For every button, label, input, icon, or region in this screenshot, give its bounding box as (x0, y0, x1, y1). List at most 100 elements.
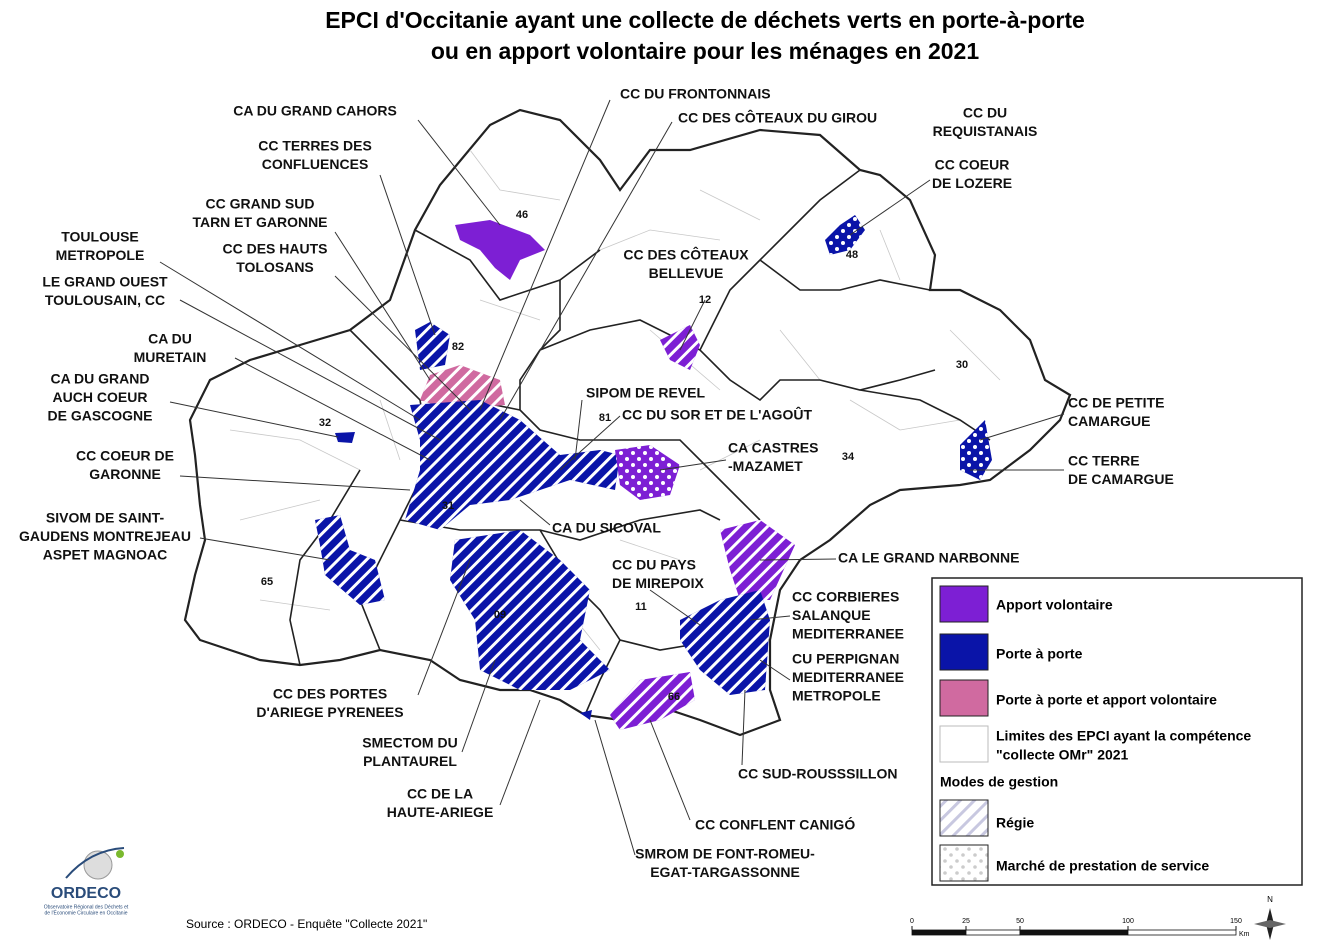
legend-label: Limites des EPCI ayant la compétence (996, 728, 1251, 744)
epci-label: CA DU (148, 331, 192, 347)
epci-label: CC TERRE (1068, 453, 1140, 469)
area-apport (455, 220, 545, 280)
leader-line (159, 261, 421, 421)
epci-label: BELLEVUE (649, 265, 724, 281)
epci-label: CC CORBIERES (792, 589, 899, 605)
logo-swoosh (65, 847, 125, 879)
area-pattern (960, 420, 992, 480)
leader-line (649, 589, 701, 626)
epci-label: SMECTOM DU (362, 735, 457, 751)
leader-line (679, 299, 706, 351)
department-number: 46 (516, 209, 528, 221)
epci-label: DE CAMARGUE (1068, 471, 1174, 487)
scale-segment (965, 929, 1021, 936)
legend-swatch (939, 633, 989, 671)
epci-label: HAUTE-ARIEGE (387, 804, 494, 820)
department-number: 11 (635, 601, 647, 613)
legend-box (931, 577, 1303, 886)
legend-swatch (939, 799, 989, 837)
title-line: EPCI d'Occitanie ayant une collecte de d… (325, 7, 1085, 33)
department-number: 31 (442, 500, 454, 512)
epci-label: CA DU GRAND (50, 371, 149, 387)
leader-line (979, 413, 1065, 441)
leader-line (499, 121, 673, 421)
epci-label: SIPOM DE REVEL (586, 385, 705, 401)
epci-label: CC DES PORTES (273, 686, 387, 702)
legend-swatch (939, 844, 989, 882)
epci-label: MURETAIN (134, 349, 207, 365)
leader-line (334, 231, 431, 381)
department-number: 34 (842, 451, 855, 463)
area-pattern (615, 445, 680, 500)
epci-label: CC DU (963, 105, 1007, 121)
epci-label: CU PERPIGNAN (792, 651, 899, 667)
scale-segment (911, 929, 967, 936)
epci-label: CC SUD-ROUSSSILLON (738, 766, 897, 782)
epci-label: CC GRAND SUD (206, 196, 315, 212)
leader-line (179, 299, 441, 441)
logo-mark (83, 850, 113, 880)
area-pattern (680, 590, 770, 695)
area-pattern (660, 325, 700, 370)
leader-line (649, 719, 691, 821)
epci-label: REQUISTANAIS (933, 123, 1038, 139)
department-number: 48 (846, 249, 858, 261)
epci-label: SIVOM DE SAINT- (46, 510, 165, 526)
source: Source : ORDECO - Enquête "Collecte 2021… (186, 917, 427, 931)
epci-label: CC DU FRONTONNAIS (620, 86, 771, 102)
leader-line (659, 459, 727, 471)
department-number: 65 (261, 576, 273, 588)
area-porte (335, 432, 355, 443)
epci-label: CA CASTRES (728, 440, 819, 456)
legend-label: Apport volontaire (996, 597, 1113, 613)
epci-label: EGAT-TARGASSONNE (650, 864, 800, 880)
scale-tick-label: 150 (1230, 918, 1242, 925)
epci-label: TARN ET GARONNE (192, 214, 327, 230)
area-pattern (720, 520, 795, 600)
north-arrow-shape (1254, 920, 1286, 928)
department-number: 30 (956, 359, 968, 371)
legend: Apport volontaire Porte à porte Porte à … (931, 577, 1303, 886)
leader-line (417, 559, 471, 696)
leader-line (594, 719, 636, 856)
scale-tick-label: 50 (1016, 918, 1024, 925)
epci-label: CC COEUR DE (76, 448, 174, 464)
department-number: 12 (699, 294, 711, 306)
area-pattern (315, 515, 385, 605)
leader-line (461, 659, 496, 753)
epci-label: CAMARGUE (1068, 413, 1150, 429)
epci-label: GARONNE (89, 466, 161, 482)
epci-label: DE LOZERE (932, 175, 1012, 191)
logo-subtitle: de l'Économie Circulaire en Occitanie (45, 909, 128, 916)
leader-line (559, 415, 621, 471)
epci-label: CC DES CÔTEAUX DU GIROU (678, 109, 877, 126)
leader-line (574, 399, 583, 461)
area-pattern (610, 672, 695, 730)
area-pattern (405, 400, 620, 530)
title-line: ou en apport volontaire pour les ménages… (431, 38, 980, 64)
leader-line (479, 99, 611, 411)
scale-tick-label: 0 (910, 918, 914, 925)
scale-tick-label: 100 (1122, 918, 1134, 925)
legend-swatch (939, 725, 989, 763)
leader-line (759, 659, 791, 681)
logo: ORDECO Observatoire Régional des Déchets… (44, 847, 129, 916)
epci-label: METROPOLE (792, 688, 881, 704)
leader-line (519, 499, 551, 526)
epci-label: PLANTAUREL (363, 753, 457, 769)
epci-label: CC CONFLENT CANIGÓ (695, 816, 855, 833)
department-number: 81 (599, 412, 611, 424)
epci-label: CC TERRES DES (258, 138, 372, 154)
epci-label: TOLOSANS (236, 259, 314, 275)
leader-line (417, 119, 501, 226)
area-pattern (420, 365, 505, 410)
epci-label: SALANQUE (792, 607, 871, 623)
epci-label: CC DE LA (407, 786, 473, 802)
epci-label: CC DU PAYS (612, 557, 696, 573)
epci-label: CC DES HAUTS (222, 241, 327, 257)
scale-segment (1019, 929, 1129, 936)
leader-line (199, 537, 331, 561)
scale-unit: Km (1239, 931, 1250, 938)
scale-tick-label: 25 (962, 918, 970, 925)
